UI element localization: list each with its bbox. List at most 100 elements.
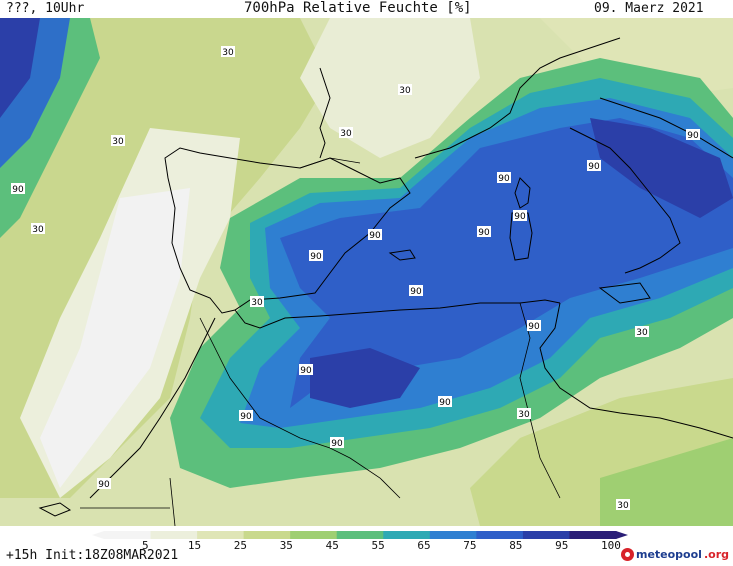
- meteopool-logo[interactable]: meteopool .org: [620, 548, 729, 561]
- contour-label: 90: [12, 185, 24, 195]
- contour-label: 30: [251, 298, 263, 308]
- contour-label-bg: [686, 129, 700, 140]
- colorbar-extend-arrow: [616, 531, 628, 539]
- contour-label-bg: [527, 320, 541, 331]
- colorbar-tick-label: 85: [509, 539, 523, 552]
- colorbar-tick-label: 65: [417, 539, 431, 552]
- border-western-sahara: [169, 477, 176, 526]
- colorbar-swatch: [150, 531, 198, 539]
- contour-label-bg: [368, 229, 382, 240]
- contour-label: 90: [369, 231, 381, 241]
- contour-label-bg: [239, 410, 253, 421]
- contour-label: 30: [222, 48, 234, 58]
- colorbar-tick-label: 95: [555, 539, 569, 552]
- humidity-field-85: [280, 118, 733, 408]
- contour-label: 90: [498, 174, 510, 184]
- colorbar-swatch: [476, 531, 524, 539]
- contour-label-bg: [409, 285, 423, 296]
- contour-label-bg: [477, 226, 491, 237]
- italy-coast: [569, 127, 681, 274]
- contour-label-bg: [330, 437, 344, 448]
- colorbar-swatch: [336, 531, 384, 539]
- contour-label: 30: [518, 410, 530, 420]
- contour-label: 90: [410, 287, 422, 297]
- sardinia: [509, 212, 533, 261]
- contour-label: 90: [310, 252, 322, 262]
- contour-label: 30: [617, 501, 629, 511]
- colorbar-swatch: [383, 531, 431, 539]
- contour-label-bg: [616, 499, 630, 510]
- logo-suffix: .org: [703, 548, 729, 561]
- contour-label: 90: [439, 398, 451, 408]
- contour-label-bg: [497, 172, 511, 183]
- colorbar-swatch: [569, 531, 617, 539]
- france-italy-coast: [414, 37, 621, 159]
- contour-label: 30: [32, 225, 44, 235]
- colorbar-extend-arrow-low: [92, 531, 104, 539]
- map-title: 700hPa Relative Feuchte [%]: [244, 0, 472, 16]
- contour-label-bg: [587, 160, 601, 171]
- colorbar-tick-label: 55: [371, 539, 385, 552]
- contour-label: 30: [399, 86, 411, 96]
- legend-area: 5 15 25 35 45 55 65 75 85 95 100 +15h Init:18Z08MA…: [0, 526, 733, 566]
- contour-label: 90: [528, 322, 540, 332]
- mallorca: [388, 249, 416, 261]
- contour-label-bg: [97, 478, 111, 489]
- colorbar-swatch: [243, 531, 291, 539]
- contour-label: 90: [240, 412, 252, 422]
- colorbar-swatch: [104, 531, 152, 539]
- contour-label-bg: [111, 135, 125, 146]
- canary-islands: [38, 502, 72, 517]
- colorbar-tick-label: 15: [187, 539, 202, 552]
- colorbar-tick-label: 100: [601, 539, 621, 552]
- contour-label: 90: [98, 480, 110, 490]
- contour-label-bg: [250, 296, 264, 307]
- contour-label: 90: [588, 162, 600, 172]
- colorbar-tick-label: 35: [279, 539, 293, 552]
- coastlines: [38, 37, 733, 517]
- sicily: [598, 282, 651, 304]
- contour-label: 90: [300, 366, 312, 376]
- contour-label: 90: [478, 228, 490, 238]
- humidity-field-5: [40, 188, 190, 488]
- contour-label-bg: [438, 396, 452, 407]
- border-algeria-morocco: [199, 317, 401, 499]
- contour-label-bg: [309, 250, 323, 261]
- contour-label: 30: [340, 129, 352, 139]
- border-algeria-tunisia: [519, 302, 561, 499]
- colorbar: [92, 531, 628, 539]
- corsica: [514, 177, 531, 209]
- colorbar-swatch: [197, 531, 245, 539]
- iberia-coast: [164, 147, 411, 314]
- tunisia-libya-coast: [539, 302, 733, 439]
- humidity-field-sahara-45: [600, 438, 733, 526]
- border-france-spain: [299, 157, 361, 169]
- contour-label-bg: [31, 223, 45, 234]
- contour-label-bg: [635, 326, 649, 337]
- humidity-field-italy-95: [590, 118, 733, 218]
- contour-labels: 30 30 30 30 30 30 90 90 90 90 90 90 90 90 90 90 90 90 90 90…: [11, 46, 700, 511]
- humidity-field-morocco-95: [310, 348, 420, 408]
- contour-label-bg: [11, 183, 25, 194]
- logo-text: meteopool: [635, 548, 702, 561]
- map-header: ???, 10Uhr 700hPa Relative Feuchte [%] 0…: [0, 0, 733, 18]
- contour-label-bg: [513, 210, 527, 221]
- colorbar-swatch: [522, 531, 570, 539]
- logo-pin-icon: [620, 548, 634, 561]
- contour-label-bg: [398, 84, 412, 95]
- contour-label-bg: [221, 46, 235, 57]
- country-borders: [80, 157, 561, 526]
- colorbar-tick-label: 75: [463, 539, 477, 552]
- forecast-run-label: +15h Init:18Z08MAR2021: [6, 548, 179, 563]
- colorbar-swatch: [429, 531, 477, 539]
- map-date: 09. Maerz 2021: [594, 1, 704, 16]
- contour-label: 30: [112, 137, 124, 147]
- forecast-time-label: ???, 10Uhr: [6, 1, 85, 16]
- contour-label: 90: [331, 439, 343, 449]
- colorbar-tick-label: 45: [325, 539, 339, 552]
- adriatic-coast: [599, 97, 733, 159]
- france-west-coast: [319, 67, 331, 159]
- humidity-field-atlantic-95: [0, 18, 40, 118]
- humidity-map[interactable]: 30 30 30 30 30 30 90 90 90 90 90 90 90 90 90 90 90 90 90 90…: [0, 18, 733, 526]
- contour-label-bg: [339, 127, 353, 138]
